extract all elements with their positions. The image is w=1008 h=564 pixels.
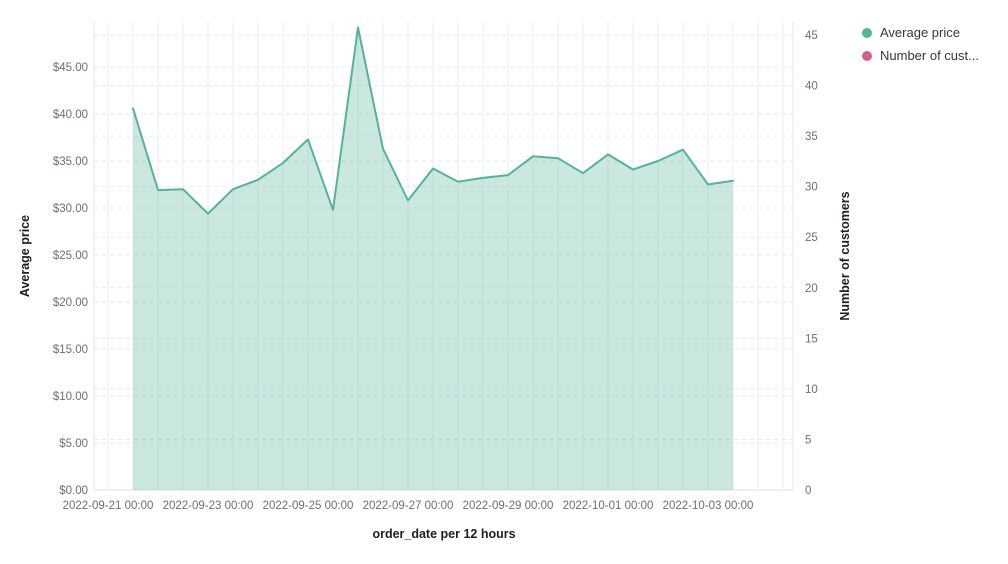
right-tick-label: 25 [805, 232, 818, 244]
legend-item-average-price[interactable]: Average price [862, 25, 979, 40]
right-tick-label: 35 [805, 131, 818, 143]
legend-label: Average price [880, 25, 960, 40]
left-tick-label: $30.00 [53, 203, 88, 215]
right-tick-label: 0 [805, 485, 811, 497]
left-tick-label: $45.00 [53, 62, 88, 74]
right-tick-label: 5 [805, 434, 811, 446]
x-tick-label: 2022-09-29 00:00 [463, 500, 554, 512]
series-dot-icon [862, 27, 872, 38]
left-tick-label: $0.00 [59, 485, 88, 497]
x-axis-title: order_date per 12 hours [372, 527, 516, 541]
left-tick-label: $35.00 [53, 156, 88, 168]
left-tick-label: $40.00 [53, 109, 88, 121]
x-tick-label: 2022-09-21 00:00 [63, 500, 154, 512]
right-tick-label: 30 [805, 182, 818, 194]
x-tick-label: 2022-10-03 00:00 [663, 500, 754, 512]
left-tick-label: $15.00 [53, 344, 88, 356]
x-tick-label: 2022-10-01 00:00 [563, 500, 654, 512]
left-tick-label: $10.00 [53, 391, 88, 403]
series-line [132, 26, 734, 215]
x-tick-label: 2022-09-23 00:00 [163, 500, 254, 512]
left-tick-label: $25.00 [53, 250, 88, 262]
right-tick-label: 45 [805, 30, 818, 42]
x-tick-label: 2022-09-27 00:00 [363, 500, 454, 512]
series-dot-icon [862, 50, 872, 61]
x-tick-label: 2022-09-25 00:00 [263, 500, 354, 512]
right-axis-title: Number of customers [838, 191, 852, 321]
left-tick-label: $5.00 [59, 438, 88, 450]
series-area [133, 27, 733, 490]
right-tick-label: 10 [805, 384, 818, 396]
left-tick-label: $20.00 [53, 297, 88, 309]
legend-item-number-of-customers[interactable]: Number of cust... [862, 48, 979, 63]
left-axis-title: Average price [18, 214, 32, 298]
right-tick-label: 40 [805, 81, 818, 93]
legend-label: Number of cust... [880, 48, 979, 63]
legend: Average price Number of cust... [862, 25, 979, 63]
right-tick-label: 20 [805, 283, 818, 295]
right-tick-label: 15 [805, 333, 818, 345]
